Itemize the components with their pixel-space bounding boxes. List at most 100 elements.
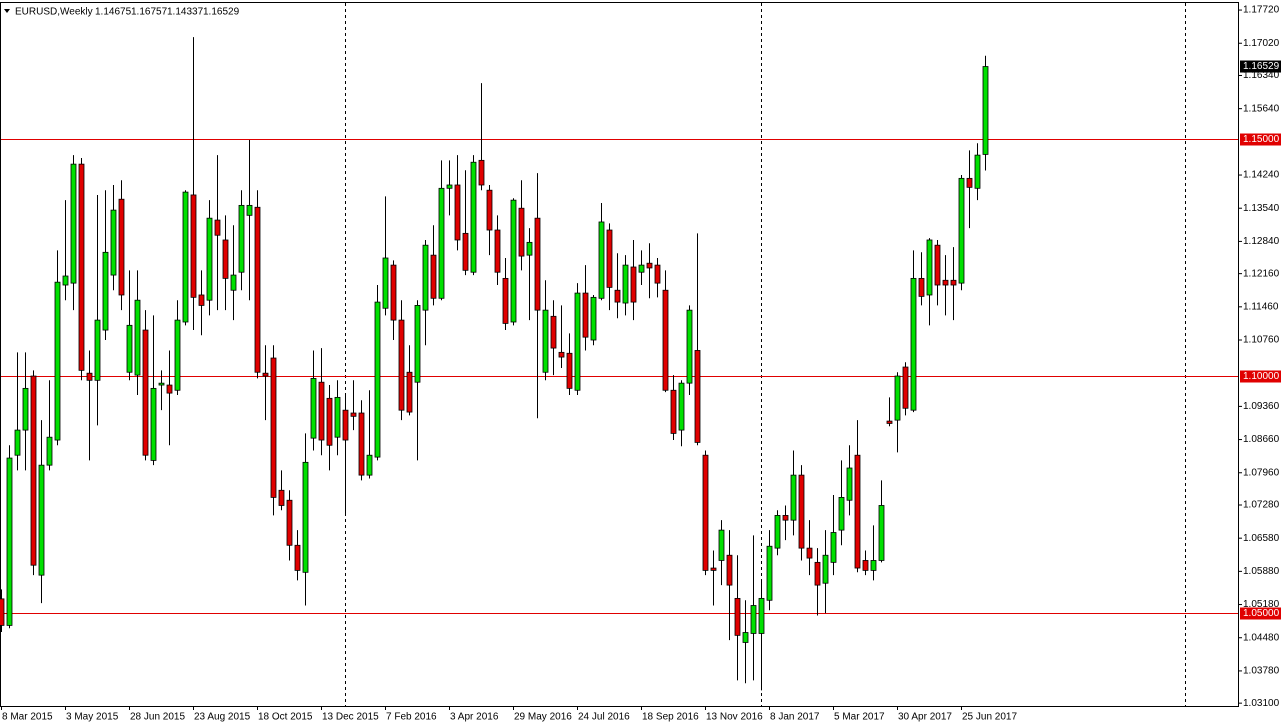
candle-body <box>398 319 405 411</box>
candle-body <box>214 219 221 236</box>
candle-body <box>862 560 869 571</box>
y-tick-label: 1.13540 <box>1243 203 1280 214</box>
menu-triangle[interactable] <box>4 9 10 13</box>
y-tick-label: 1.08660 <box>1243 434 1280 445</box>
candle-body <box>446 184 453 189</box>
x-tick-label: 13 Nov 2016 <box>706 712 763 723</box>
candle-body <box>694 350 701 443</box>
level-label: 1.15000 <box>1243 134 1280 145</box>
y-tick-label: 1.12160 <box>1243 268 1280 279</box>
candle-body <box>902 366 909 409</box>
header-open: 1.14675 <box>95 7 132 18</box>
candle-body <box>54 281 61 441</box>
x-tick-label: 18 Sep 2016 <box>642 712 699 723</box>
candle-body <box>542 309 549 373</box>
candle-body <box>926 239 933 296</box>
candle-body <box>510 199 517 323</box>
x-tick-label: 29 May 2016 <box>514 712 572 723</box>
candle-body <box>46 436 53 466</box>
y-tick-label: 1.17720 <box>1243 5 1280 16</box>
candle-body <box>806 547 813 559</box>
candle-body <box>590 296 597 341</box>
header-close: 1.16529 <box>203 7 240 18</box>
candle-body <box>662 289 669 391</box>
candle-body <box>622 264 629 304</box>
header-low: 1.14337 <box>167 7 204 18</box>
candle-body <box>822 554 829 584</box>
candle-body <box>678 382 685 431</box>
candle-body <box>270 357 277 498</box>
candle-body <box>838 497 845 531</box>
candle-body <box>798 474 805 549</box>
candle-body <box>190 194 197 298</box>
candle-body <box>598 221 605 299</box>
candle-body <box>86 372 93 381</box>
x-tick-label: 18 Oct 2015 <box>258 712 313 723</box>
candle-body <box>230 274 237 291</box>
candle-body <box>366 454 373 476</box>
candle-body <box>118 198 125 296</box>
candle-body <box>62 275 69 286</box>
y-tick-label: 1.03780 <box>1243 666 1280 677</box>
candle-body <box>894 375 901 421</box>
candle-body <box>198 294 205 306</box>
y-tick-label: 1.07280 <box>1243 500 1280 511</box>
candle-body <box>686 309 693 384</box>
y-tick-label: 1.03100 <box>1243 698 1280 709</box>
y-tick-label: 1.05180 <box>1243 599 1280 610</box>
candle-body <box>766 545 773 601</box>
level-label-box <box>1240 370 1281 383</box>
candle-body <box>782 515 789 521</box>
candle-body <box>710 567 717 571</box>
candle-body <box>334 396 341 438</box>
candle-body <box>406 371 413 413</box>
candle-body <box>134 299 141 376</box>
candle-body <box>518 207 525 257</box>
candle-body <box>278 489 285 506</box>
candle-body <box>958 177 965 284</box>
candle-body <box>342 409 349 441</box>
candle-body <box>102 251 109 331</box>
candle-body <box>350 412 357 417</box>
candle-body <box>358 412 365 476</box>
candle-body <box>470 161 477 273</box>
candle-body <box>566 352 573 389</box>
candle-body <box>606 229 613 288</box>
candle-body <box>918 277 925 297</box>
x-tick-label: 3 May 2015 <box>66 712 119 723</box>
candle-body <box>182 191 189 323</box>
candle-body <box>934 244 941 286</box>
candle-body <box>374 301 381 458</box>
candle-body <box>534 217 541 311</box>
candle-body <box>22 387 29 431</box>
x-tick-label: 5 Mar 2017 <box>834 712 885 723</box>
candle-body <box>38 464 45 576</box>
candle-body <box>110 209 117 276</box>
candle-body <box>310 378 317 439</box>
y-tick-label: 1.16340 <box>1243 70 1280 81</box>
candle-body <box>942 279 949 286</box>
x-tick-label: 28 Jun 2015 <box>130 712 185 723</box>
candle-body <box>422 244 429 311</box>
candle-body <box>654 264 661 284</box>
y-tick-label: 1.04480 <box>1243 632 1280 643</box>
candle-body <box>974 154 981 189</box>
candle-body <box>982 66 989 155</box>
y-tick-label: 1.17020 <box>1243 38 1280 49</box>
x-tick-label: 7 Feb 2016 <box>386 712 437 723</box>
candle-body <box>318 381 325 441</box>
candle-body <box>94 319 101 381</box>
x-tick-label: 8 Jan 2017 <box>770 712 820 723</box>
candle-body <box>390 264 397 321</box>
candle-body <box>870 560 877 571</box>
x-tick-label: 23 Aug 2015 <box>194 712 251 723</box>
candle-body <box>502 277 509 324</box>
candle-body <box>878 505 885 561</box>
x-tick-label: 13 Dec 2015 <box>322 712 379 723</box>
plot-frame <box>0 2 1239 707</box>
candle-body <box>478 159 485 186</box>
candle-body <box>302 461 309 573</box>
y-tick-label: 1.07960 <box>1243 467 1280 478</box>
candle-body <box>886 420 893 424</box>
